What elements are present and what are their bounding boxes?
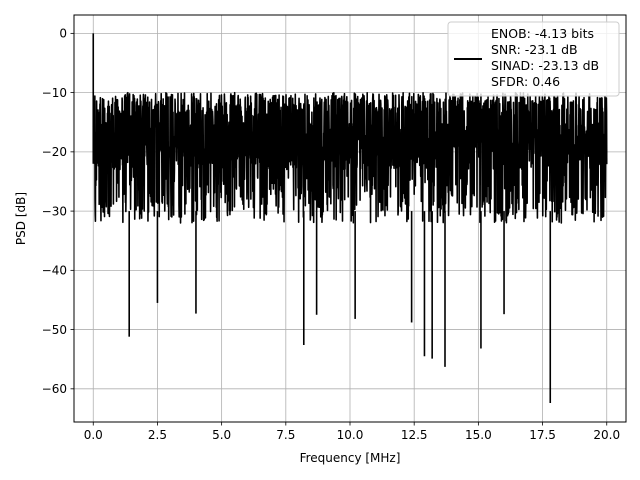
y-tick-label: −10 bbox=[42, 86, 67, 100]
x-tick-label: 7.5 bbox=[276, 428, 295, 442]
x-tick-label: 12.5 bbox=[401, 428, 428, 442]
legend-entry-sfdr: SFDR: 0.46 bbox=[491, 74, 560, 89]
x-tick-label: 10.0 bbox=[337, 428, 364, 442]
legend-entry-sinad: SINAD: -23.13 dB bbox=[491, 58, 599, 73]
legend: ENOB: -4.13 bits SNR: -23.1 dB SINAD: -2… bbox=[447, 21, 620, 97]
legend-entry-snr: SNR: -23.1 dB bbox=[491, 42, 578, 57]
y-tick-label: −60 bbox=[42, 382, 67, 396]
x-axis-label: Frequency [MHz] bbox=[300, 451, 401, 465]
x-tick-label: 0.0 bbox=[84, 428, 103, 442]
y-tick-label: −30 bbox=[42, 204, 67, 218]
y-tick-label: −20 bbox=[42, 145, 67, 159]
y-tick-label: 0 bbox=[59, 27, 67, 41]
x-tick-label: 17.5 bbox=[529, 428, 556, 442]
legend-box bbox=[447, 21, 620, 97]
x-axis: 0.0 2.5 5.0 7.5 10.0 12.5 15.0 17.5 20.0 bbox=[84, 422, 620, 442]
y-tick-label: −50 bbox=[42, 323, 67, 337]
y-axis-label: PSD [dB] bbox=[14, 192, 28, 245]
y-axis: 0 −10 −20 −30 −40 −50 −60 bbox=[42, 27, 74, 396]
x-tick-label: 5.0 bbox=[212, 428, 231, 442]
y-tick-label: −40 bbox=[42, 264, 67, 278]
x-tick-label: 20.0 bbox=[593, 428, 620, 442]
legend-entry-enob: ENOB: -4.13 bits bbox=[491, 26, 594, 41]
plot-area bbox=[92, 33, 608, 404]
x-tick-label: 2.5 bbox=[148, 428, 167, 442]
x-tick-label: 15.0 bbox=[465, 428, 492, 442]
psd-series-line bbox=[92, 91, 608, 224]
